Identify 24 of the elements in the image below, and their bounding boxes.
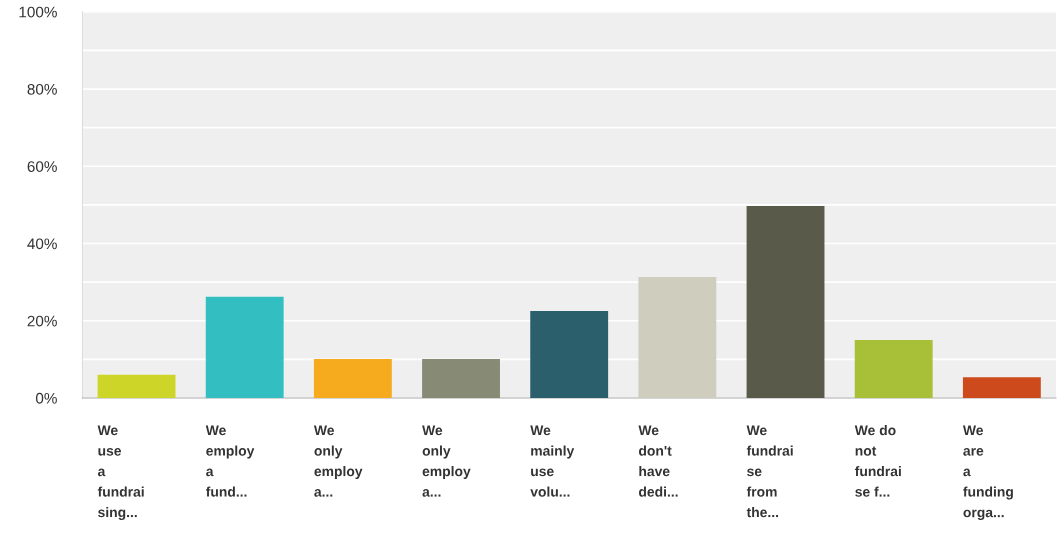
bar [854, 340, 933, 398]
x-tick-label: We fundrai se from the... [746, 425, 793, 518]
bar [97, 374, 176, 398]
bar [422, 358, 500, 398]
bar [638, 277, 717, 398]
y-tick-label: 0% [35, 392, 57, 404]
x-tick-label: We employ a fund... [205, 425, 255, 497]
x-tick-label: We use a fundrai sing... [97, 425, 144, 521]
y-tick-label: 60% [27, 161, 57, 172]
bar [530, 311, 609, 398]
x-tick-label: We only employ a... [313, 425, 363, 497]
x-tick-label: We mainly use volu... [530, 425, 575, 497]
x-tick-label: We do not fundrai se f... [854, 425, 901, 497]
x-tick-label: We are a funding orga... [962, 425, 1013, 521]
y-tick-label: 20% [27, 315, 57, 327]
bar [746, 206, 825, 398]
y-tick-label: 80% [27, 83, 57, 95]
bar [205, 296, 284, 398]
bar [962, 377, 1041, 398]
x-tick-label: We don't have dedi... [638, 425, 678, 497]
y-tick-label: 40% [27, 238, 57, 250]
y-tick-label: 100% [19, 6, 57, 18]
bar [313, 358, 392, 398]
x-tick-label: We only employ a... [422, 425, 471, 497]
